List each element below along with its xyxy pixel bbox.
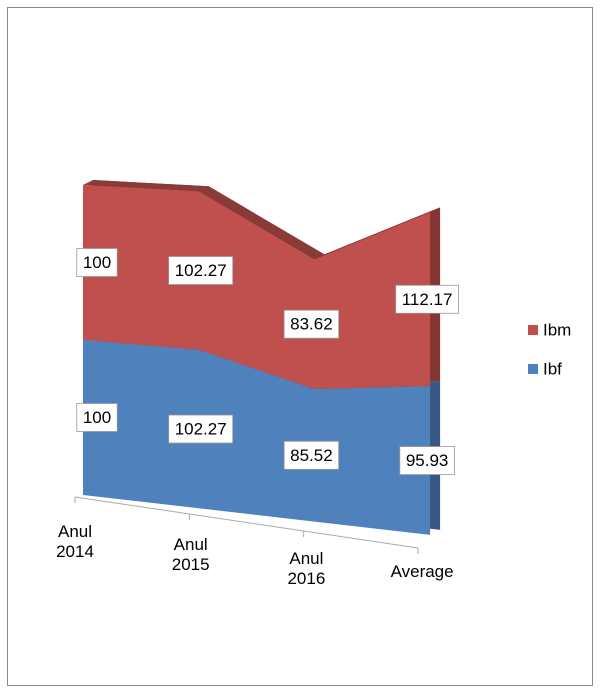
value-label-box: [395, 284, 459, 314]
area: [83, 340, 431, 535]
value-label: 100: [83, 253, 111, 272]
legend-swatch: [528, 325, 538, 335]
value-label: 83.62: [290, 315, 333, 334]
value-label: 102.27: [175, 261, 227, 280]
value-label-box: [168, 414, 234, 444]
value-label-box: [168, 256, 234, 285]
legend-label: Ibm: [543, 320, 571, 339]
value-label-box: [283, 309, 340, 339]
value-label: 100: [83, 408, 111, 427]
value-label-box: [76, 403, 118, 432]
value-label: 112.17: [402, 290, 453, 309]
value-label: 95.93: [406, 451, 449, 470]
value-label: 85.52: [290, 446, 333, 465]
value-label-box: [76, 248, 118, 277]
value-label-box: [399, 446, 455, 475]
x-tick-label: Average: [390, 561, 454, 581]
legend-label: Ibf: [543, 359, 562, 378]
x-tick-label: Anul 2014: [56, 522, 94, 561]
x-axis: [74, 496, 419, 549]
area: [83, 185, 431, 390]
area-top: [83, 180, 441, 260]
legend-swatch: [528, 364, 538, 374]
x-tick-label: Anul 2015: [171, 535, 210, 575]
x-tick-label: Anul 2016: [287, 548, 326, 588]
value-label: 102.27: [175, 420, 227, 439]
value-label-box: [283, 440, 340, 470]
